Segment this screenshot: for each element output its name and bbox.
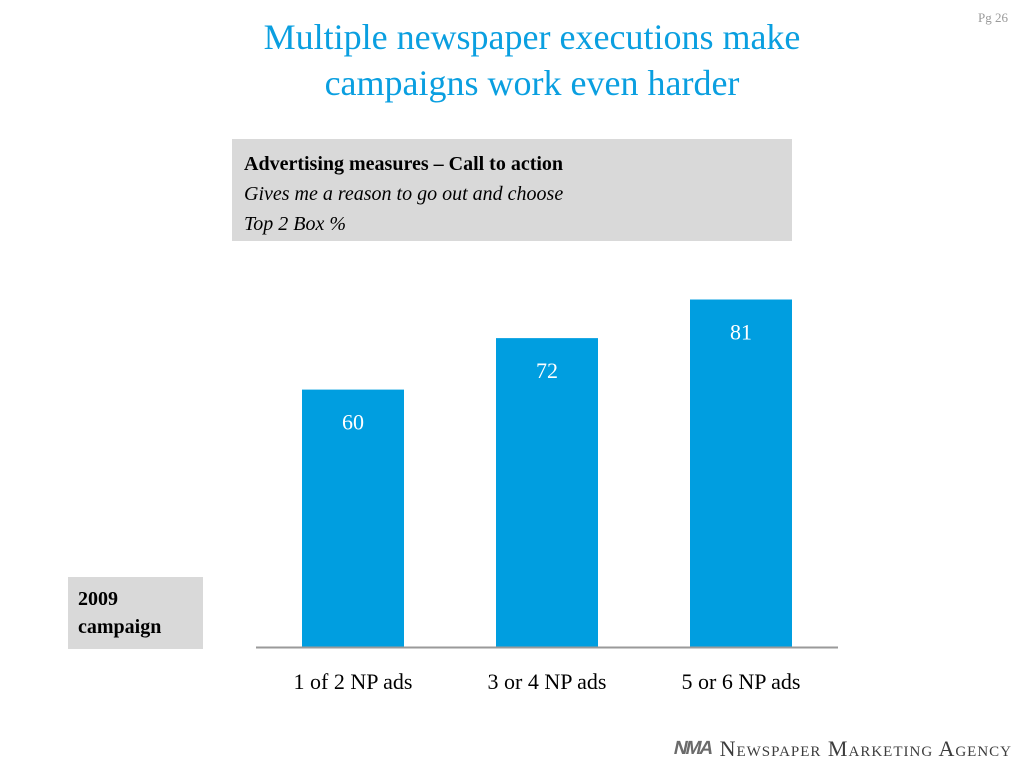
footer-logo: NMA Newspaper Marketing Agency [672, 736, 1012, 762]
measure-metric: Top 2 Box % [244, 213, 347, 235]
page-number: Pg 26 [978, 10, 1008, 25]
nma-logo-icon: NMA [672, 738, 714, 759]
measure-heading: Advertising measures – Call to action [244, 153, 564, 175]
slide-title-line-1: Multiple newspaper executions make [263, 17, 801, 57]
measure-description-box: Advertising measures – Call to action Gi… [232, 139, 792, 241]
slide-title-line-2: campaigns work even harder [324, 63, 740, 103]
data-label-2: 72 [536, 358, 558, 383]
bar-1 [302, 389, 404, 647]
measure-subtitle: Gives me a reason to go out and choose [244, 183, 564, 205]
campaign-label-year: 2009 [78, 588, 118, 610]
category-label-2: 3 or 4 NP ads [488, 669, 607, 694]
campaign-label-text: campaign [78, 616, 162, 638]
category-label-3: 5 or 6 NP ads [682, 669, 801, 694]
campaign-label-box: 2009 campaign [68, 577, 203, 649]
data-label-3: 81 [730, 320, 752, 345]
bar-2 [496, 338, 598, 647]
data-label-1: 60 [342, 410, 364, 435]
bar-3 [690, 299, 792, 647]
slide-title: Multiple newspaper executions make campa… [200, 14, 864, 106]
logo-text: Newspaper Marketing Agency [719, 736, 1012, 761]
category-label-1: 1 of 2 NP ads [294, 669, 413, 694]
